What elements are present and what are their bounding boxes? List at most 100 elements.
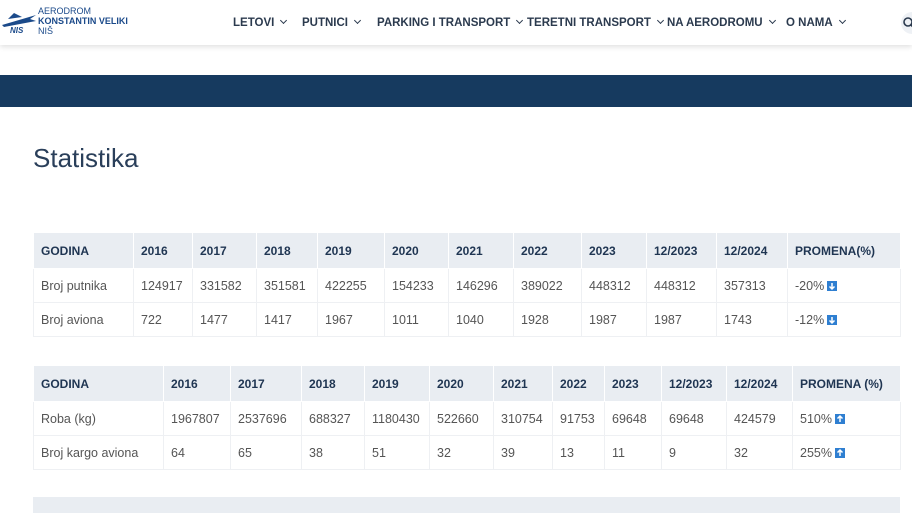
- cell: Broj putnika: [33, 268, 134, 303]
- cell: 1417: [256, 302, 318, 337]
- cell: 1040: [448, 302, 514, 337]
- cell: 1987: [581, 302, 647, 337]
- page-title: Statistika: [33, 143, 139, 173]
- cell-text: Broj putnika: [41, 278, 108, 293]
- cell-text: 154233: [392, 278, 434, 293]
- cell: 688327: [301, 401, 365, 436]
- cell: 1477: [192, 302, 257, 337]
- trend-icon: [827, 314, 838, 325]
- header-cell: 2021: [493, 365, 553, 402]
- cell-text: 91753: [560, 411, 595, 426]
- cell: 522660: [429, 401, 494, 436]
- data-row: Broj putnika 124917 331582 351581 422255 1542…: [33, 268, 901, 303]
- header-cell: 2023: [604, 365, 662, 402]
- cell-text: 1040: [456, 312, 484, 327]
- cell: Broj aviona: [33, 302, 134, 337]
- cell-text: 1180430: [372, 411, 420, 426]
- cell-text: 389022: [521, 278, 563, 293]
- cell: 69648: [604, 401, 662, 436]
- cell-text: 64: [171, 445, 185, 460]
- cell-text: 69648: [612, 411, 647, 426]
- header-cell: 2016: [133, 232, 193, 269]
- cell-text: 357313: [724, 278, 766, 293]
- cell-text: -12%: [795, 312, 825, 327]
- cell-text: Broj kargo aviona: [41, 445, 139, 460]
- cell: 331582: [192, 268, 257, 303]
- cell-text: 331582: [200, 278, 242, 293]
- stats-table: GODINA 2016 2017 2018 2019 2020 2021 2022 2023 12…: [33, 232, 901, 337]
- header-cell: 2019: [317, 232, 385, 269]
- header-cell: 12/2023: [646, 232, 717, 269]
- trend-icon: [827, 280, 838, 291]
- cell-text: 1417: [264, 312, 292, 327]
- cell-text: 146296: [456, 278, 498, 293]
- cell-text: 422255: [325, 278, 367, 293]
- cell: 39: [493, 435, 553, 470]
- cell-text: 510%: [800, 411, 832, 426]
- cell-text: 688327: [309, 411, 351, 426]
- header-cell: 2018: [256, 232, 318, 269]
- cell-text: 448312: [654, 278, 696, 293]
- cell: 1967: [317, 302, 385, 337]
- cell: 2537696: [230, 401, 302, 436]
- cell: 722: [133, 302, 193, 337]
- cell-text: 1743: [724, 312, 752, 327]
- cell-text: -20%: [795, 278, 825, 293]
- header-cell: 2022: [552, 365, 605, 402]
- cell-text: Broj aviona: [41, 312, 104, 327]
- cell-text: 51: [372, 445, 386, 460]
- cell: 146296: [448, 268, 514, 303]
- cell: 51: [364, 435, 430, 470]
- cell: 389022: [513, 268, 582, 303]
- logo[interactable]: NIS AERODROM KONSTANTIN VELIKI NIŠ: [0, 5, 128, 40]
- cell-text: 1928: [521, 312, 549, 327]
- cell: 124917: [133, 268, 193, 303]
- cell: 9: [661, 435, 727, 470]
- stats-table: GODINA 2016 2017 2018 2019 2020 2021 2022 2023 12…: [33, 365, 901, 470]
- nav-item[interactable]: PUTNICI: [302, 17, 360, 29]
- cell: 154233: [384, 268, 449, 303]
- cell-text: 448312: [589, 278, 631, 293]
- nav-item[interactable]: NA AERODROMU: [667, 17, 775, 29]
- cell-text: 310754: [501, 411, 543, 426]
- cell-text: 39: [501, 445, 515, 460]
- header-cell: 2021: [448, 232, 514, 269]
- nav-item[interactable]: LETOVI: [233, 17, 286, 29]
- cell: 11: [604, 435, 662, 470]
- header-row: GODINA 2016 2017 2018 2019 2020 2021 2022 2023 12…: [33, 365, 901, 402]
- header-cell: 2020: [384, 232, 449, 269]
- cell: 1743: [716, 302, 788, 337]
- cell-text: 2537696: [238, 411, 287, 426]
- search-button[interactable]: [895, 12, 912, 34]
- header-cell: 2022: [513, 232, 582, 269]
- cell: -12%: [787, 302, 901, 337]
- cell-text: 65: [238, 445, 252, 460]
- header-cell: 2017: [192, 232, 257, 269]
- cell-text: 351581: [264, 278, 306, 293]
- cell: Broj kargo aviona: [33, 435, 164, 470]
- header-cell: 2017: [230, 365, 302, 402]
- cell-text: 124917: [141, 278, 183, 293]
- nav-item[interactable]: TERETNI TRANSPORT: [527, 17, 663, 29]
- cell: 13: [552, 435, 605, 470]
- banner: [0, 75, 912, 107]
- cell-text: 13: [560, 445, 574, 460]
- nav-item[interactable]: PARKING I TRANSPORT: [377, 17, 522, 29]
- cell: 32: [429, 435, 494, 470]
- nav-item[interactable]: O NAMA: [786, 17, 845, 29]
- cell: 424579: [726, 401, 793, 436]
- cell-text: 522660: [437, 411, 479, 426]
- logo-icon: NIS: [2, 13, 36, 35]
- cell-text: 1011: [392, 312, 419, 327]
- cell-text: Roba (kg): [41, 411, 96, 426]
- cell: 1928: [513, 302, 582, 337]
- header-cell: GODINA: [33, 232, 134, 269]
- cell: 351581: [256, 268, 318, 303]
- cell-text: 9: [669, 445, 676, 460]
- cell: 310754: [493, 401, 553, 436]
- cell: 422255: [317, 268, 385, 303]
- cell-text: 38: [309, 445, 323, 460]
- cell-text: 722: [141, 312, 162, 327]
